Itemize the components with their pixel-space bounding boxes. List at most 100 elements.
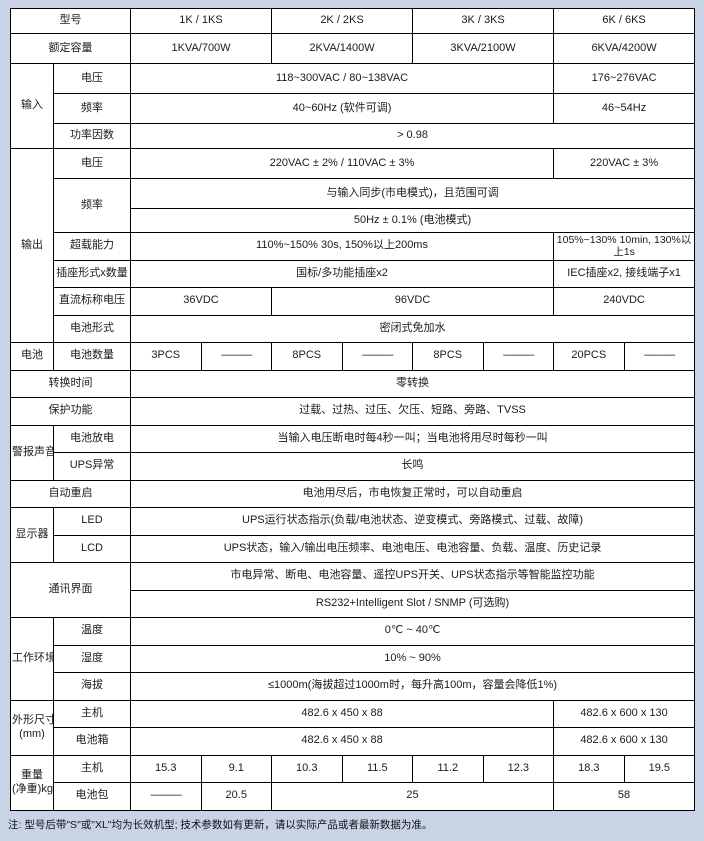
value-dim-host-main: 482.6 x 450 x 88 (129, 699, 555, 728)
row-output-frequency-sync: 频率 与输入同步(市电模式)，且范围可调 (11, 178, 696, 233)
label-dim-battery-box: 电池箱 (53, 727, 131, 756)
row-weight-host: 重量 (净重)kg 主机 15.3 9.1 10.3 11.5 11.2 12.… (10, 754, 696, 811)
row-input-voltage: 输入 电压 118~300VAC / 80~138VAC 176~276VAC (10, 63, 696, 149)
value-model-2k: 2K / 2KS (271, 8, 414, 34)
label-output-voltage: 电压 (53, 148, 131, 179)
row-transfer-time: 转换时间 零转换 (10, 369, 696, 398)
row-altitude: 海拔 ≤1000m(海拔超过1000m时，每升高100m，容量会降低1%) (11, 672, 696, 701)
label-auto-restart: 自动重启 (10, 479, 131, 508)
group-label-environment: 工作环境 (10, 617, 54, 701)
value-dim-host-6k: 482.6 x 600 x 130 (553, 699, 696, 728)
label-output-frequency: 频率 (53, 178, 131, 233)
value-alarm-discharge: 当输入电压断电时每4秒一叫；当电池将用尽时每秒一叫 (129, 424, 696, 453)
value-lcd: UPS状态，输入/输出电压频率、电池电压、电池容量、负载、温度、历史记录 (129, 534, 696, 563)
label-capacity: 额定容量 (10, 33, 131, 64)
label-comm: 通讯界面 (10, 562, 131, 618)
value-weight-battery-pack-6k: 58 (553, 782, 696, 811)
row-comm-line2: RS232+Intelligent Slot / SNMP (可选购) (11, 589, 696, 618)
value-output-voltage-6k: 220VAC ± 3% (553, 148, 696, 179)
group-label-weight: 重量 (净重)kg (10, 754, 54, 811)
value-output-voltage-main: 220VAC ± 2% / 110VAC ± 3% (129, 148, 555, 179)
row-lcd: LCD UPS状态，输入/输出电压频率、电池电压、电池容量、负载、温度、历史记录 (11, 534, 696, 563)
value-humidity: 10% ~ 90% (129, 644, 696, 673)
value-battery-qty-5: 8PCS (412, 342, 484, 371)
value-weight-host-4: 11.5 (341, 754, 414, 783)
row-power-factor: 功率因数 > 0.98 (11, 123, 696, 149)
row-output-voltage: 输出 电压 220VAC ± 2% / 110VAC ± 3% 220VAC ±… (10, 148, 696, 343)
group-label-display: 显示器 (10, 507, 54, 563)
value-output-frequency-sync: 与输入同步(市电模式)，且范围可调 (129, 178, 696, 209)
label-power-factor: 功率因数 (53, 123, 131, 149)
label-dim-host: 主机 (53, 699, 131, 728)
value-input-voltage-main: 118~300VAC / 80~138VAC (129, 63, 555, 94)
value-alarm-fault: 长鸣 (129, 452, 696, 481)
value-overload-6k: 105%~130% 10min, 130%以上1s (553, 232, 696, 261)
row-outlet: 插座形式x数量 国标/多功能插座x2 IEC插座x2, 接线端子x1 (11, 259, 696, 288)
row-temperature: 工作环境 温度 0℃ ~ 40℃ (10, 617, 696, 701)
row-battery-type: 电池形式 密闭式免加水 (11, 314, 696, 343)
value-battery-qty-7: 20PCS (553, 342, 625, 371)
label-input-voltage: 电压 (53, 63, 131, 94)
value-led: UPS运行状态指示(负载/电池状态、逆变模式、旁路模式、过载、故障) (129, 507, 696, 536)
row-comm-line1: 通讯界面 市电异常、断电、电池容量、遥控UPS开关、UPS状态指示等智能监控功能 (10, 562, 696, 618)
label-dc-voltage: 直流标称电压 (53, 287, 131, 316)
label-alarm-fault: UPS异常 (53, 452, 131, 481)
value-battery-qty-2: ——— (200, 342, 273, 371)
row-overload: 超载能力 110%~150% 30s, 150%以上200ms 105%~130… (11, 232, 696, 261)
row-protection: 保护功能 过载、过热、过压、欠压、短路、旁路、TVSS (10, 397, 696, 426)
value-weight-battery-pack-2: 20.5 (200, 782, 273, 811)
row-output-frequency-battery: 50Hz ± 0.1% (电池模式) (11, 208, 696, 233)
footnote: 注: 型号后带"S"或"XL"均为长效机型; 技术参数如有更新，请以实际产品或者… (8, 818, 433, 831)
value-battery-qty-6: ——— (482, 342, 555, 371)
group-label-output: 输出 (10, 148, 54, 343)
value-weight-host-3: 10.3 (271, 754, 343, 783)
value-weight-host-5: 11.2 (412, 754, 484, 783)
value-protection: 过载、过热、过压、欠压、短路、旁路、TVSS (129, 397, 696, 426)
value-dc-voltage-1k: 36VDC (129, 287, 273, 316)
value-battery-qty-1: 3PCS (130, 342, 202, 371)
value-auto-restart: 电池用尽后，市电恢复正常时，可以自动重启 (129, 479, 696, 508)
label-lcd: LCD (53, 534, 131, 563)
value-dc-voltage-6k: 240VDC (553, 287, 696, 316)
group-label-dimensions: 外形尺寸 (mm) (10, 699, 54, 756)
row-led: 显示器 LED UPS运行状态指示(负载/电池状态、逆变模式、旁路模式、过载、故… (10, 507, 696, 563)
value-outlet-main: 国标/多功能插座x2 (129, 259, 555, 288)
group-label-alarm-text: 警报声音 (12, 445, 54, 458)
value-capacity-2k: 2KVA/1400W (271, 33, 414, 64)
value-dim-battery-box-6k: 482.6 x 600 x 130 (553, 727, 696, 756)
value-input-voltage-6k: 176~276VAC (553, 63, 696, 94)
value-battery-type: 密闭式免加水 (129, 314, 696, 343)
group-label-alarm: 警报声音 (10, 424, 54, 481)
label-weight-battery-pack: 电池包 (53, 782, 131, 811)
label-temperature: 温度 (53, 617, 131, 646)
value-dc-voltage-2k3k: 96VDC (271, 287, 555, 316)
label-outlet: 插座形式x数量 (53, 259, 131, 288)
page: { "colors": { "page_bg": "#c9d3e6", "tab… (0, 8, 704, 841)
label-battery-type: 电池形式 (53, 314, 131, 343)
row-battery-qty: 电池 电池数量 3PCS ——— 8PCS ——— 8PCS ——— 20PCS… (10, 342, 696, 371)
value-weight-battery-pack-1: ——— (130, 782, 202, 811)
value-input-frequency-main: 40~60Hz (软件可调) (129, 93, 555, 124)
value-comm-line1: 市电异常、断电、电池容量、遥控UPS开关、UPS状态指示等智能监控功能 (129, 562, 696, 591)
row-capacity: 额定容量 1KVA/700W 2KVA/1400W 3KVA/2100W 6KV… (10, 33, 696, 64)
group-label-output-text: 输出 (21, 238, 43, 251)
value-battery-qty-4: ——— (341, 342, 414, 371)
value-temperature: 0℃ ~ 40℃ (129, 617, 696, 646)
value-weight-host-8: 19.5 (623, 754, 696, 783)
label-transfer-time: 转换时间 (10, 369, 131, 398)
ups-spec-table: 型号 1K / 1KS 2K / 2KS 3K / 3KS 6K / 6KS 额… (10, 8, 696, 811)
group-label-input: 输入 (10, 63, 54, 149)
row-input-frequency: 频率 40~60Hz (软件可调) 46~54Hz (11, 93, 696, 124)
value-model-1k: 1K / 1KS (129, 8, 273, 34)
label-led: LED (53, 507, 131, 536)
row-weight-battery-pack: 电池包 ——— 20.5 25 58 (11, 782, 696, 811)
label-input-frequency: 频率 (53, 93, 131, 124)
group-label-input-text: 输入 (21, 99, 43, 112)
value-outlet-6k: IEC插座x2, 接线端子x1 (553, 259, 696, 288)
label-alarm-discharge: 电池放电 (53, 424, 131, 453)
value-model-3k: 3K / 3KS (412, 8, 555, 34)
row-alarm-fault: UPS异常 长鸣 (11, 452, 696, 481)
group-label-environment-text: 工作环境 (12, 651, 54, 664)
value-altitude: ≤1000m(海拔超过1000m时，每升高100m，容量会降低1%) (129, 672, 696, 701)
row-dim-battery-box: 电池箱 482.6 x 450 x 88 482.6 x 600 x 130 (11, 727, 696, 756)
